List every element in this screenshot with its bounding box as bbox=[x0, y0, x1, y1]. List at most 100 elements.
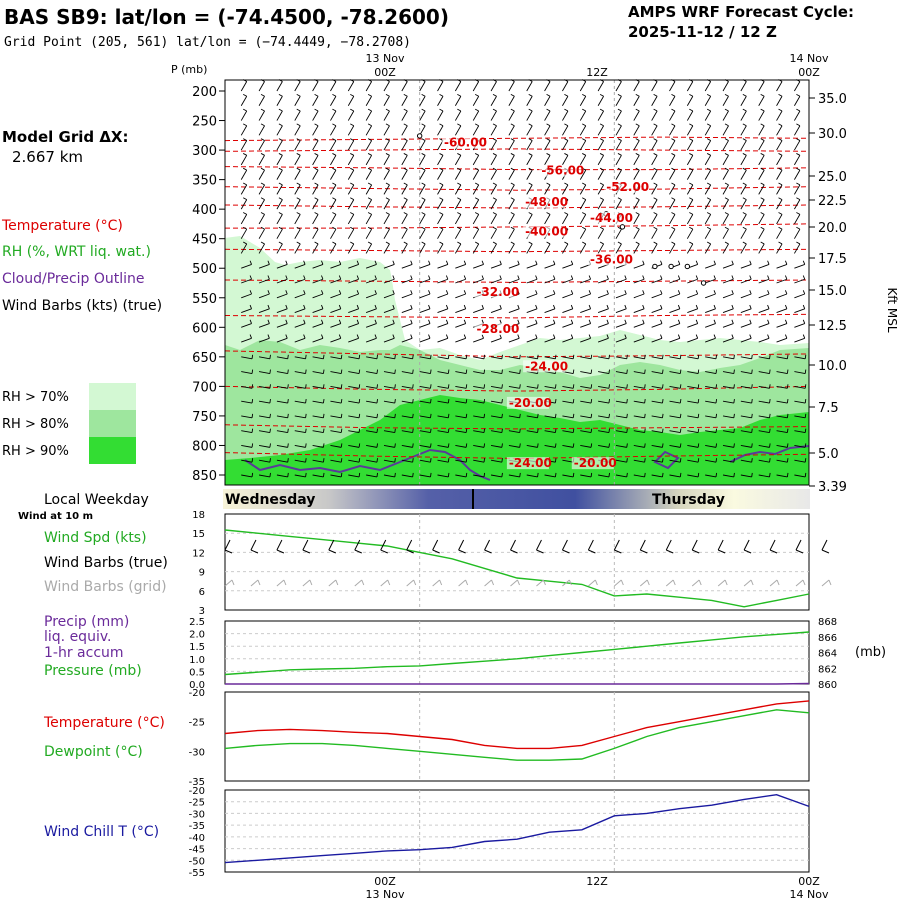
wind-barb bbox=[776, 472, 789, 478]
wind-barb-shaft bbox=[633, 415, 645, 419]
wind-barb-flag bbox=[430, 384, 432, 389]
wind-barb bbox=[348, 319, 360, 328]
wind-barb-flag bbox=[260, 226, 265, 230]
bottom-axis-date-3: 14 Nov bbox=[790, 888, 829, 900]
wind-barb-shaft bbox=[258, 400, 270, 404]
wind-barb-shaft bbox=[740, 293, 752, 299]
wind-barb bbox=[383, 458, 396, 463]
wind-barb bbox=[740, 226, 747, 239]
wind-barb-shaft bbox=[419, 264, 431, 269]
wind-barb-shaft bbox=[758, 356, 770, 360]
wind-barb-flag bbox=[590, 384, 593, 389]
wind-barb-flag bbox=[501, 428, 503, 433]
wind-barb-flag bbox=[367, 182, 372, 186]
wind-barb-shaft bbox=[419, 459, 431, 463]
wind-barb-flag bbox=[778, 167, 783, 171]
temperature-label: -56.00 bbox=[541, 164, 584, 178]
wind-barb-shaft bbox=[473, 445, 485, 448]
wind-barb bbox=[579, 226, 587, 239]
wind-barb-shaft bbox=[365, 110, 373, 121]
wind-barb-flag bbox=[724, 123, 729, 127]
wind-barb-flag bbox=[332, 212, 337, 215]
grid-wind-barb-shaft bbox=[717, 579, 726, 587]
wind-barb bbox=[312, 197, 319, 210]
height-axis: 35.030.025.022.520.017.515.012.510.07.55… bbox=[809, 92, 847, 495]
wind-barb-flag bbox=[445, 275, 449, 280]
wind-barb-shaft bbox=[294, 125, 301, 136]
wind-barb-shaft bbox=[758, 110, 765, 121]
wind-barb bbox=[580, 428, 593, 434]
wind-ytick: 6 bbox=[199, 587, 205, 598]
wind-barb bbox=[508, 260, 520, 269]
wind-barb-flag bbox=[332, 197, 337, 201]
wind-barb-flag bbox=[428, 334, 431, 339]
wind-barb bbox=[490, 399, 503, 404]
temperature-contour bbox=[224, 166, 810, 171]
pressure-tick: 800 bbox=[192, 439, 217, 454]
wind-barb bbox=[241, 458, 254, 463]
wind-barb-shaft bbox=[615, 278, 627, 284]
wind-barb-flag bbox=[285, 304, 288, 309]
wind-barb-flag bbox=[564, 182, 569, 186]
wind-barb bbox=[508, 138, 515, 151]
grid-wind-barb bbox=[406, 579, 417, 587]
wind-barb-flag bbox=[403, 138, 408, 141]
wind-barb-flag bbox=[588, 275, 592, 280]
wind-barb-shaft bbox=[776, 184, 783, 195]
wind-barb-shaft bbox=[508, 385, 520, 389]
wind-barb bbox=[294, 167, 301, 180]
wind-barb-flag bbox=[731, 260, 734, 265]
wind-barb bbox=[776, 241, 783, 254]
wind-barb-flag bbox=[394, 413, 396, 418]
wind-barb-shaft bbox=[365, 81, 373, 92]
wind-barb bbox=[669, 354, 682, 360]
wind-barb-shaft bbox=[722, 371, 734, 374]
wind-barb bbox=[633, 226, 640, 239]
wind-barb-flag bbox=[760, 241, 765, 245]
wind-barb-shaft bbox=[294, 474, 306, 478]
wind-barb bbox=[615, 319, 627, 328]
wind-barb-flag bbox=[535, 290, 538, 295]
wind-barb bbox=[366, 443, 378, 448]
wind-barb bbox=[633, 138, 640, 151]
wind-barb bbox=[687, 354, 700, 360]
wind-barb bbox=[776, 334, 788, 343]
wind-barb bbox=[615, 123, 622, 136]
wind-barb-flag bbox=[769, 384, 771, 389]
wind-barb bbox=[454, 108, 462, 121]
wind-barb-shaft bbox=[490, 445, 502, 448]
wind-barb-shaft bbox=[562, 184, 569, 195]
wind-barb-flag bbox=[528, 212, 533, 215]
wind-barb-flag bbox=[606, 304, 609, 309]
wind-barb-flag bbox=[715, 443, 718, 448]
wind-barb-shaft bbox=[687, 337, 698, 343]
wind-barb-shaft bbox=[330, 184, 337, 195]
temperature-label-bg bbox=[588, 211, 630, 224]
chill-ytick: -45 bbox=[189, 845, 205, 856]
wind-barb bbox=[794, 290, 806, 299]
surface-wind-barb-flag bbox=[588, 549, 596, 554]
wind-barb-flag bbox=[510, 197, 515, 201]
wind-barb-flag bbox=[749, 290, 752, 295]
wind-barb-flag bbox=[278, 153, 283, 156]
wind-barb-flag bbox=[457, 197, 462, 201]
wind-barb-shaft bbox=[633, 278, 645, 284]
wind-barb bbox=[740, 472, 753, 478]
wind-barb bbox=[347, 108, 355, 121]
wind-barb-shaft bbox=[597, 81, 605, 92]
wind-barb-flag bbox=[689, 123, 694, 127]
wind-barb bbox=[544, 138, 551, 151]
wind-barb-shaft bbox=[776, 125, 783, 136]
wind-barb bbox=[633, 334, 645, 343]
wind-barb-flag bbox=[322, 472, 325, 477]
surface-wind-barb-shaft bbox=[224, 539, 231, 551]
wind-barb-flag bbox=[786, 443, 789, 448]
wind-barb-flag bbox=[483, 399, 486, 404]
wind-barb-flag bbox=[784, 304, 788, 309]
wind-barb-shaft bbox=[615, 81, 622, 92]
surface-wind-barb-flag bbox=[302, 549, 311, 554]
wind-barb-shaft bbox=[740, 125, 747, 136]
wind-barb-flag bbox=[242, 226, 247, 230]
wind-barb-shaft bbox=[776, 430, 788, 434]
wind-barb bbox=[437, 153, 444, 166]
